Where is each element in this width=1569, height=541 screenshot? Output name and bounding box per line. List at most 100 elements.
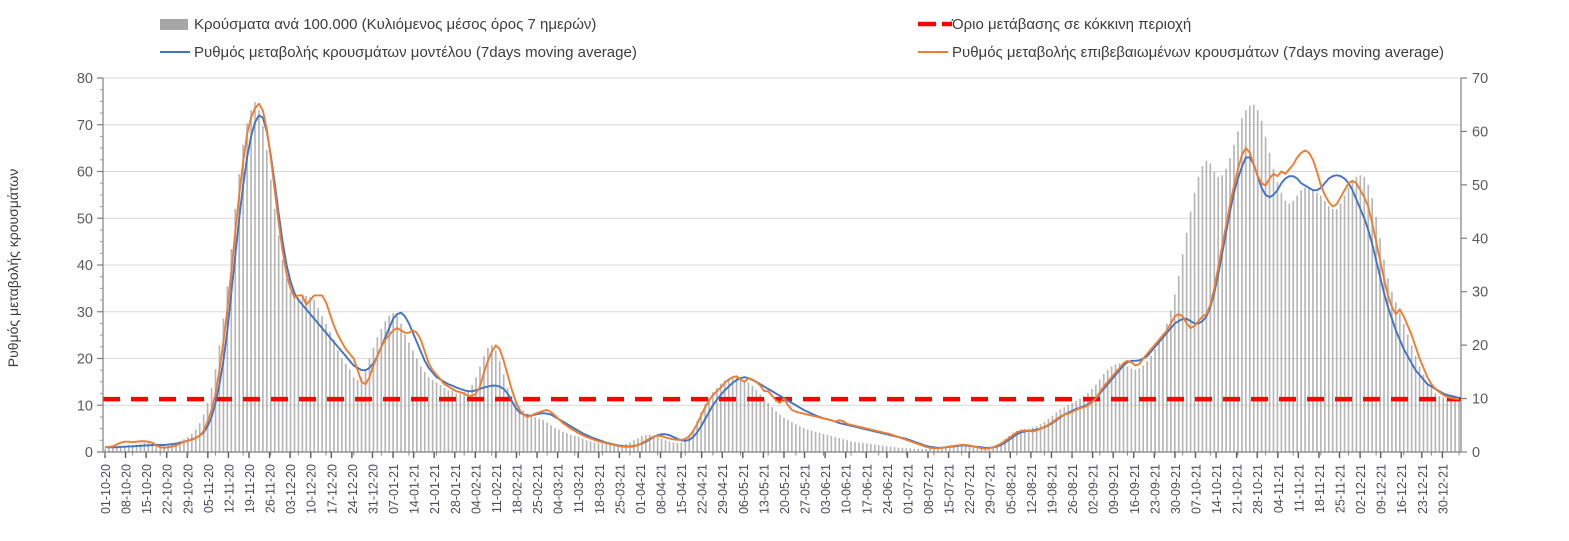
y-tick-label-left: 0 [85,445,93,461]
x-tick-label: 03-06-21 [819,464,833,514]
bar [992,446,995,452]
y-tick-label-right: 60 [1472,124,1488,140]
bar [1067,404,1070,452]
bar [1229,158,1231,452]
bar [443,387,446,452]
bar [139,443,142,452]
bar [696,421,698,452]
bar [952,445,955,452]
bar [913,448,916,452]
bar [1323,200,1326,452]
bar [1177,275,1180,452]
bar [1020,429,1022,452]
bar [1118,363,1121,452]
x-tick-label: 11-02-21 [490,464,504,513]
bar [427,377,430,452]
bar [254,102,256,452]
y-tick-label-left: 50 [77,211,93,227]
bar [589,441,592,452]
bar [498,361,501,452]
bar [127,445,130,452]
bar [388,315,391,452]
bar [854,441,856,452]
bar [937,447,939,452]
x-axis: 01-10-20 08-10-20 15-10-20 22-10-20 29-10-20… [99,451,1461,514]
bar [1379,238,1381,452]
bar [794,424,797,452]
x-tick-label: 03-12-20 [284,464,298,514]
bar [668,441,671,452]
bar [171,443,173,452]
bar [1027,428,1030,452]
bar [846,440,848,452]
x-tick-label: 28-10-21 [1251,464,1265,514]
bar [321,315,323,452]
bar [1031,427,1034,452]
bar [123,445,126,452]
bar [190,433,193,452]
y-tick-label-left: 10 [77,398,93,414]
x-tick-label: 09-12-21 [1375,464,1389,514]
bar [708,397,710,452]
bar [546,422,548,452]
bar [526,413,529,452]
bar [818,432,821,452]
bar [368,358,371,452]
x-tick-label: 17-12-20 [325,464,339,514]
x-tick-label: 19-08-21 [1045,464,1059,514]
line-ed7d31 [104,102,1460,450]
x-tick-label: 22-07-21 [963,464,977,514]
bar [1055,412,1058,452]
x-tick-label: 08-04-21 [655,464,669,514]
bar [1039,424,1042,452]
bar [1280,192,1283,452]
bar [1091,388,1093,452]
bar [135,444,138,452]
bar [1300,190,1302,452]
bar [258,110,260,452]
bar [396,315,398,452]
bar [822,433,825,452]
y-tick-label-left: 80 [77,71,93,87]
y-tick-label-left: 30 [77,305,93,321]
bar [352,377,355,452]
bar [344,363,347,452]
bar [356,379,359,452]
x-tick-label: 07-10-21 [1189,464,1203,514]
bar [317,307,319,452]
bar [700,411,702,452]
bar [656,437,659,452]
bar [1434,393,1437,452]
bar [866,443,868,452]
bar [1225,168,1227,452]
bar [941,446,943,452]
x-tick-label: 02-09-21 [1087,464,1101,514]
bar [506,387,509,452]
bar [222,318,225,452]
x-tick-label: 05-08-21 [1004,464,1018,514]
bar [522,410,525,452]
bar [621,444,623,452]
bar [1446,398,1449,452]
bar [491,345,493,452]
bar [214,369,217,452]
y-tick-label-left: 60 [77,165,93,181]
bar [1272,168,1275,452]
x-tick-label: 11-03-21 [572,464,586,513]
bar [1051,415,1054,452]
bar [925,448,927,452]
bar [956,445,959,452]
bar [372,347,375,452]
bar [1087,393,1089,452]
bar [230,248,233,452]
x-tick-label: 09-09-21 [1107,464,1121,514]
bar [791,422,793,452]
bar [1347,187,1350,452]
bar [566,433,568,452]
bar [1122,364,1125,452]
bar [909,448,912,452]
bar [1114,364,1117,452]
bar [885,446,888,452]
bar [1106,369,1109,452]
